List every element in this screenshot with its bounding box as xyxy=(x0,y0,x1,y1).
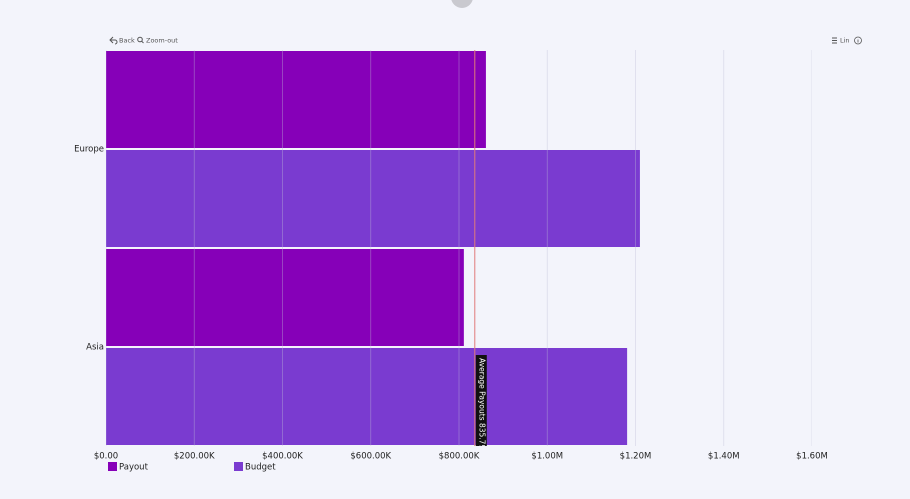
back-icon xyxy=(109,36,118,45)
zoom-out-label: Zoom-out xyxy=(146,37,178,45)
zoom-out-button[interactable]: Zoom-out xyxy=(137,36,179,45)
x-tick-label: $1.40M xyxy=(708,452,740,462)
plot-area: Average Payouts 835.79K xyxy=(106,50,812,455)
y-tick-label: Asia xyxy=(86,343,104,353)
x-tick-label: $1.60M xyxy=(796,452,828,462)
info-icon xyxy=(854,36,862,45)
legend-label: Budget xyxy=(245,463,276,473)
back-label: Back xyxy=(119,37,135,45)
scale-label: Lin xyxy=(840,37,850,45)
bar xyxy=(106,249,464,346)
scale-icon xyxy=(832,37,837,44)
x-tick-label: $600.00K xyxy=(350,452,391,462)
average-label-bg xyxy=(475,355,487,446)
handle[interactable] xyxy=(451,0,473,8)
x-tick-label: $1.00M xyxy=(531,452,563,462)
zoom-icon xyxy=(137,36,143,43)
bar xyxy=(106,348,628,445)
bar xyxy=(106,51,486,148)
info-button[interactable] xyxy=(854,36,862,45)
x-tick-label: $800.00K xyxy=(439,452,480,462)
average-label: Average Payouts 835.79K xyxy=(477,358,486,455)
scale-button[interactable]: Lin xyxy=(832,37,850,45)
bar xyxy=(106,150,640,247)
x-tick-label: $200.00K xyxy=(174,452,215,462)
legend-label: Payout xyxy=(119,463,149,473)
x-tick-label: $1.20M xyxy=(620,452,652,462)
legend-swatch xyxy=(108,462,117,471)
legend-swatch xyxy=(234,462,243,471)
y-tick-label: Europe xyxy=(74,145,104,155)
x-tick-label: $0.00 xyxy=(94,452,118,462)
x-tick-label: $400.00K xyxy=(262,452,303,462)
zoom-icon-handle xyxy=(141,40,144,44)
back-button[interactable]: Back xyxy=(109,36,135,45)
